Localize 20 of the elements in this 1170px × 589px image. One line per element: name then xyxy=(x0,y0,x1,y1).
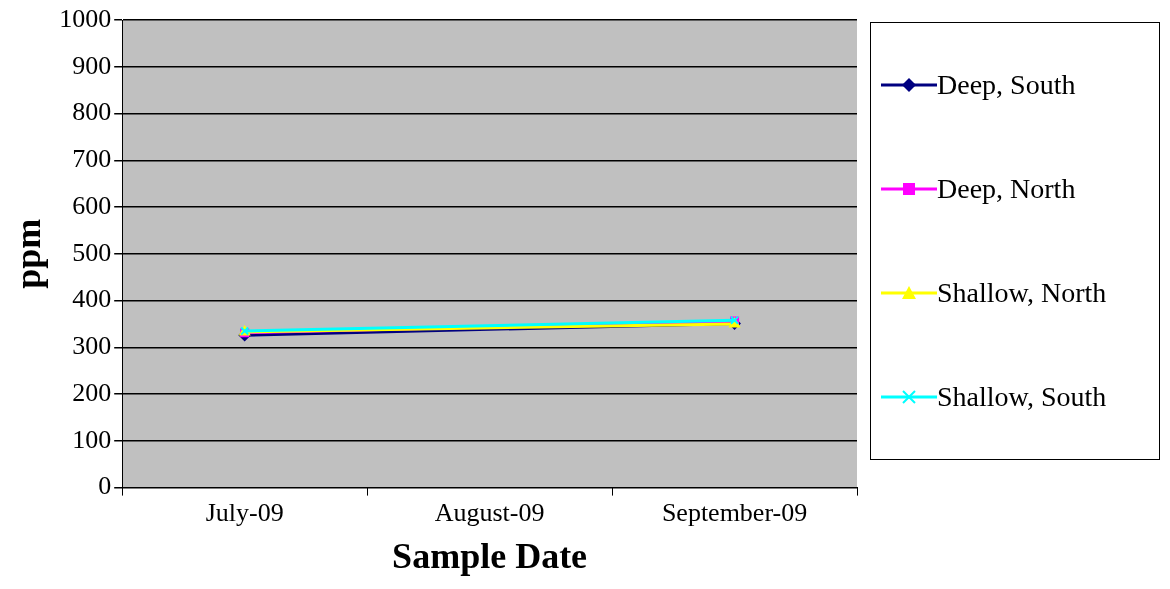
x-tick-label: July-09 xyxy=(205,498,284,528)
legend-label: Shallow, North xyxy=(937,277,1108,309)
y-tick-label: 300 xyxy=(72,331,112,361)
legend-label: Deep, South xyxy=(937,69,1077,101)
y-tick-label: 100 xyxy=(72,424,112,454)
y-tick-label: 700 xyxy=(72,144,112,174)
x-tick-label: September-09 xyxy=(661,498,808,528)
y-tick-label: 1000 xyxy=(59,3,112,33)
y-tick-label: 800 xyxy=(72,97,112,127)
y-tick-label: 0 xyxy=(98,471,112,501)
y-tick-label: 200 xyxy=(72,377,112,407)
y-tick-label: 400 xyxy=(72,284,112,314)
x-tick-label: August-09 xyxy=(434,498,545,528)
y-tick-label: 500 xyxy=(72,237,112,267)
y-tick-label: 900 xyxy=(72,50,112,80)
legend-label: Deep, North xyxy=(937,173,1077,205)
y-axis-title: ppm xyxy=(7,218,48,289)
x-axis-title: Sample Date xyxy=(392,535,588,576)
legend-label: Shallow, South xyxy=(937,381,1108,413)
y-tick-label: 600 xyxy=(72,190,112,220)
